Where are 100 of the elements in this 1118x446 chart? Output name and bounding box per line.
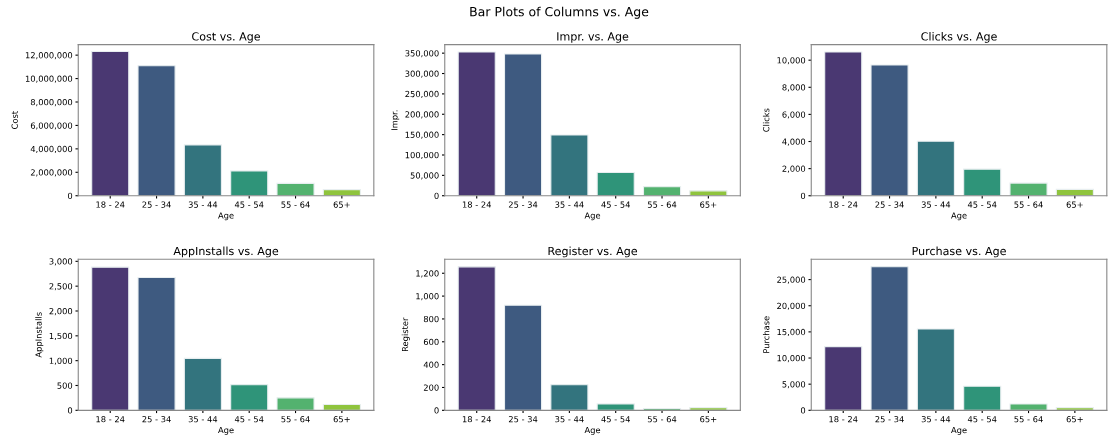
y-tick-label: 5,000: [782, 381, 806, 389]
y-tick-label: 400: [423, 361, 439, 368]
x-axis-title: Age: [951, 212, 967, 221]
chart-title: Cost vs. Age: [192, 32, 261, 43]
text: Bar Plots of Columns vs. Age: [470, 6, 649, 19]
chart-title: Clicks vs. Age: [921, 31, 997, 43]
x-tick-label: 18 - 24: [462, 201, 492, 208]
bar: [322, 404, 361, 411]
y-tick-label: 12,000,000: [25, 52, 73, 60]
x-tick-label: 25 - 34: [508, 416, 538, 423]
x-tick-label: 18 - 24: [829, 416, 858, 423]
bar: [91, 50, 130, 196]
y-tick-label: 800: [423, 315, 439, 323]
bar: [183, 357, 222, 411]
y-tick-label: 100,000: [405, 151, 439, 160]
y-tick-label: 0: [800, 407, 806, 414]
bar: [503, 53, 543, 196]
y-tick-label: 300,000: [405, 70, 439, 78]
y-tick-label: 8,000,000: [30, 98, 73, 107]
bar: [322, 189, 361, 196]
x-tick-label: 18 - 24: [462, 416, 492, 423]
y-tick-label: 2,000,000: [30, 169, 73, 177]
y-tick-label: 10,000,000: [25, 75, 73, 83]
y-tick-label: 500: [57, 382, 73, 389]
y-tick-label: 10,000: [777, 355, 806, 363]
y-tick-label: 8,000: [782, 84, 806, 92]
bar: [916, 140, 955, 196]
x-tick-label: 55 - 64: [281, 416, 310, 423]
bar: [276, 182, 315, 196]
bar: [276, 397, 315, 411]
x-tick-label: 65+: [700, 201, 717, 208]
x-axis-title: Age: [218, 212, 234, 221]
bar: [91, 266, 130, 411]
y-tick-label: 3,000: [49, 258, 73, 266]
x-tick-label: 45 - 54: [234, 201, 264, 208]
x-tick-label: 65+: [1066, 416, 1083, 423]
bar: [870, 266, 909, 411]
x-tick-label: 45 - 54: [601, 201, 630, 208]
x-tick-label: 65+: [1066, 201, 1083, 208]
bar: [824, 346, 863, 411]
y-tick-label: 25,000: [777, 276, 806, 284]
bar: [916, 328, 955, 411]
bar: [824, 51, 863, 196]
y-tick-label: 6,000: [782, 111, 806, 119]
y-tick-label: 1,000: [416, 293, 439, 301]
y-axis-title: Cost: [11, 111, 18, 129]
bar: [457, 266, 496, 411]
x-axis-title: Age: [584, 212, 601, 221]
x-tick-label: 35 - 44: [188, 416, 218, 423]
y-tick-label: 20,000: [777, 302, 806, 310]
y-tick-label: 0: [67, 407, 73, 414]
x-tick-label: 25 - 34: [508, 201, 538, 208]
x-tick-label: 25 - 34: [142, 201, 171, 208]
chart-title: Impr. vs. Age: [557, 32, 629, 43]
x-tick-label: 55 - 64: [281, 201, 310, 208]
bar: [137, 65, 176, 196]
y-tick-label: 6,000,000: [30, 122, 73, 130]
x-axis-title: Age: [951, 426, 967, 435]
y-axis-title: AppInstalls: [35, 312, 44, 358]
y-tick-label: 1,200: [416, 270, 439, 278]
x-tick-label: 35 - 44: [188, 201, 218, 208]
bar: [689, 190, 728, 196]
bar: [596, 403, 635, 411]
y-tick-label: 250,000: [405, 90, 439, 99]
y-tick-label: 2,000: [782, 165, 806, 173]
bar: [230, 170, 269, 196]
bar: [503, 304, 543, 411]
y-tick-label: 200,000: [405, 111, 439, 119]
bar: [963, 168, 1002, 196]
x-tick-label: 25 - 34: [142, 416, 171, 423]
y-tick-label: 0: [67, 192, 73, 200]
y-axis-title: Impr.: [391, 110, 400, 130]
y-tick-label: 200: [423, 384, 439, 391]
x-tick-label: 35 - 44: [555, 416, 584, 423]
y-axis-title: Register: [401, 317, 410, 352]
y-tick-label: 0: [434, 192, 439, 200]
y-tick-label: 2,500: [49, 283, 73, 291]
bar: [550, 384, 589, 411]
y-tick-label: 4,000: [782, 138, 806, 146]
x-tick-label: 35 - 44: [921, 201, 951, 208]
bar: [550, 134, 589, 196]
y-tick-label: 4,000,000: [30, 145, 73, 153]
y-tick-label: 1,500: [49, 332, 73, 340]
y-tick-label: 0: [800, 192, 806, 200]
x-tick-label: 35 - 44: [555, 201, 584, 208]
chart-title: Register vs. Age: [548, 246, 638, 258]
x-tick-label: 55 - 64: [1014, 416, 1043, 423]
x-tick-label: 55 - 64: [1014, 201, 1043, 208]
bar: [457, 51, 496, 196]
x-tick-label: 45 - 54: [234, 416, 264, 423]
bar: [596, 171, 635, 196]
x-tick-label: 55 - 64: [647, 201, 677, 208]
x-tick-label: 25 - 34: [875, 416, 904, 423]
y-tick-label: 350,000: [405, 50, 439, 58]
bar: [642, 186, 682, 196]
x-tick-label: 55 - 64: [647, 416, 677, 423]
y-tick-label: 600: [423, 338, 439, 346]
y-tick-label: 15,000: [777, 328, 806, 337]
y-axis-title: Clicks: [762, 108, 770, 132]
y-tick-label: 2,000: [49, 307, 73, 316]
